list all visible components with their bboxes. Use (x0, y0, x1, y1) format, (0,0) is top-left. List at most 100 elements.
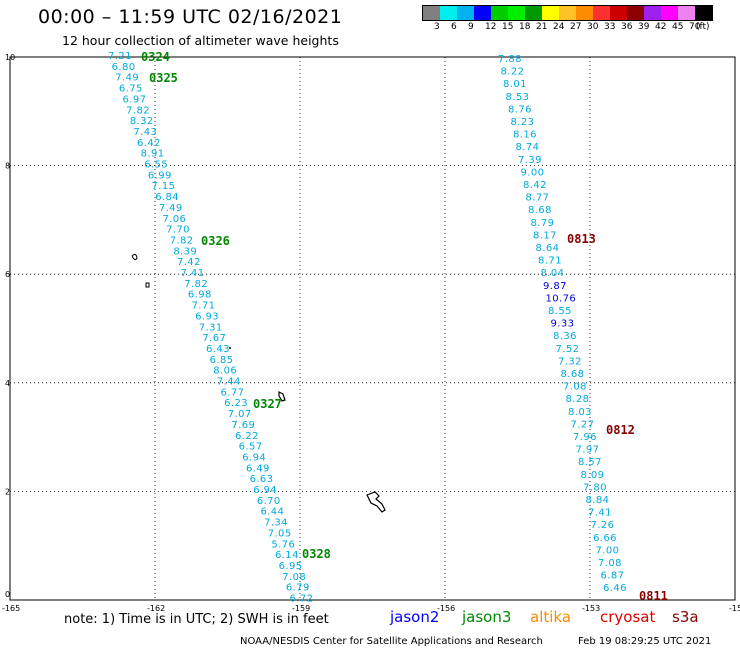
pass-label-0324: 0324 (141, 50, 170, 64)
swh-value: 8.32 (130, 116, 154, 127)
scale-label: 6 (451, 22, 457, 32)
swh-value: 6.75 (119, 84, 143, 95)
swh-value: 8.39 (173, 246, 197, 257)
swh-value: 6.43 (206, 344, 230, 355)
scale-label: 24 (553, 22, 565, 32)
swh-value: 7.97 (576, 445, 600, 456)
swh-value: 8.84 (586, 495, 610, 506)
legend-altika: altika (530, 608, 572, 626)
swh-value: 9.87 (543, 281, 567, 292)
swh-value: 8.03 (568, 407, 592, 418)
scale-swatch (457, 6, 474, 20)
tick-label-lat: 0 (5, 590, 10, 599)
scale-swatch (491, 6, 508, 20)
map-title: 00:00 – 11:59 UTC 02/16/2021 (38, 6, 343, 28)
scale-label: 3 (434, 22, 440, 32)
scale-swatch (644, 6, 661, 20)
swh-value: 6.84 (155, 192, 179, 203)
swh-value: 7.31 (199, 322, 223, 333)
tick-label-lat: 8 (5, 162, 10, 171)
swh-value: 8.22 (501, 67, 525, 78)
swh-value: 6.66 (593, 533, 617, 544)
swh-value: 8.68 (528, 205, 552, 216)
tick-label-lat: 4 (5, 379, 10, 388)
scale-label: 42 (655, 22, 667, 32)
scale-swatch (525, 6, 542, 20)
swh-value: 8.36 (553, 331, 577, 342)
swh-value: 6.87 (601, 571, 625, 582)
legend-jason3: jason3 (462, 608, 512, 626)
swh-value: 6.70 (257, 496, 281, 507)
swh-value: 8.79 (531, 218, 555, 229)
swh-value: 5.76 (271, 539, 295, 550)
scale-label: 36 (621, 22, 633, 32)
scale-label: 27 (570, 22, 582, 32)
scale-swatch (474, 6, 491, 20)
scale-swatch (627, 6, 644, 20)
swh-value: 8.42 (523, 180, 547, 191)
swh-value: 7.08 (563, 382, 587, 393)
swh-value: 7.41 (181, 268, 205, 279)
swh-value: 6.49 (246, 463, 270, 474)
swh-value: 7.49 (159, 203, 183, 214)
swh-value: 6.98 (188, 290, 212, 301)
swh-value: 6.79 (286, 583, 310, 594)
pass-label-0327: 0327 (253, 397, 282, 411)
swh-value: 7.08 (282, 572, 306, 583)
scale-swatch (610, 6, 627, 20)
swh-value: 8.91 (141, 149, 165, 160)
island-outline (131, 253, 138, 261)
scale-swatch (559, 6, 576, 20)
scale-label: 39 (638, 22, 650, 32)
scale-label: 45 (672, 22, 684, 32)
swh-value: 8.57 (578, 457, 602, 468)
tick-label-lat: 6 (5, 270, 10, 279)
scale-label: 9 (468, 22, 474, 32)
swh-value: 8.76 (508, 104, 532, 115)
pass-label-0326: 0326 (201, 234, 230, 248)
swh-value: 6.85 (210, 355, 234, 366)
scale-swatch (423, 6, 440, 20)
swh-value: 6.42 (137, 138, 161, 149)
swh-value: 8.16 (513, 130, 537, 141)
swh-value: 7.42 (177, 257, 201, 268)
tick-label-lon: -156 (437, 604, 455, 613)
scale-swatch (542, 6, 559, 20)
scale-label: 30 (587, 22, 599, 32)
scale-swatch (440, 6, 457, 20)
scale-label: 70 (689, 22, 701, 32)
island-outline (366, 491, 386, 513)
island-outline (278, 391, 286, 402)
tick-label-lat: 10 (5, 53, 15, 62)
swh-value: 8.01 (503, 79, 527, 90)
swh-value: 7.82 (184, 279, 208, 290)
swh-value: 7.07 (228, 409, 252, 420)
legend-cryosat: cryosat (600, 608, 656, 626)
swh-value: 6.77 (221, 387, 245, 398)
pass-label-0813: 0813 (567, 232, 596, 246)
swh-value: 7.44 (217, 377, 241, 388)
scale-label: 15 (502, 22, 514, 32)
footer-note: note: 1) Time is in UTC; 2) SWH is in fe… (64, 612, 329, 627)
swh-value: 7.80 (583, 482, 607, 493)
swh-value: 7.82 (126, 105, 150, 116)
swh-value: 6.72 (290, 594, 314, 605)
scale-label: 18 (519, 22, 531, 32)
swh-value: 6.97 (123, 94, 147, 105)
map-subtitle: 12 hour collection of altimeter wave hei… (62, 33, 339, 48)
swh-value: 7.71 (191, 301, 215, 312)
swh-value: 7.49 (115, 73, 139, 84)
swh-value: 7.27 (571, 419, 595, 430)
swh-value: 8.68 (561, 369, 585, 380)
swh-value: 7.43 (133, 127, 157, 138)
scale-label: 21 (536, 22, 548, 32)
swh-value: 8.09 (581, 470, 605, 481)
swh-value: 6.94 (242, 452, 266, 463)
swh-value: 7.88 (498, 54, 522, 65)
swh-value: 7.15 (152, 181, 176, 192)
swh-value: 6.99 (148, 170, 172, 181)
swh-value: 7.26 (591, 520, 615, 531)
swh-value: 8.77 (526, 193, 550, 204)
swh-value: 7.21 (108, 51, 132, 62)
